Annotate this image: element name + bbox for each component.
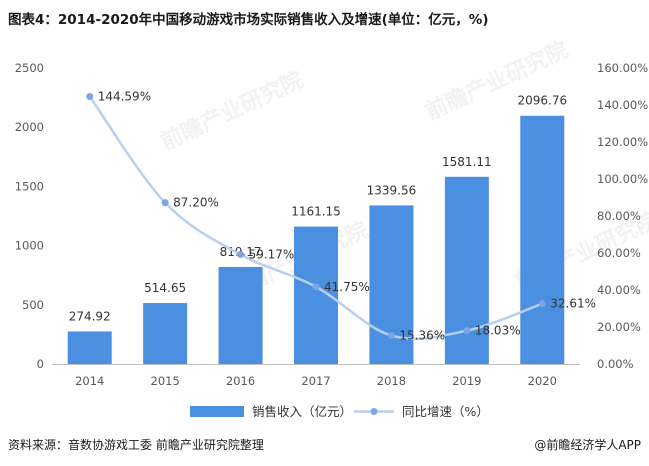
y-right-tick-label: 80.00% bbox=[597, 209, 641, 223]
y-right-tick-label: 100.00% bbox=[597, 172, 648, 186]
bar-value-label-2019: 1581.11 bbox=[442, 155, 492, 169]
bar-value-label-2017: 1161.15 bbox=[291, 205, 341, 219]
y-left-tick-label: 1500 bbox=[15, 179, 44, 193]
growth-rate-label-2017: 41.75% bbox=[324, 280, 370, 294]
bar-value-label-2014: 274.92 bbox=[69, 309, 111, 323]
y-right-tick-label: 160.00% bbox=[597, 61, 648, 75]
legend-label-line: 同比增速（%） bbox=[402, 404, 489, 419]
growth-rate-point-2018 bbox=[387, 332, 395, 340]
x-tick-label: 2016 bbox=[226, 374, 255, 388]
y-right-tick-label: 140.00% bbox=[597, 98, 648, 112]
growth-rate-label-2018: 15.36% bbox=[399, 329, 445, 343]
x-tick-label: 2019 bbox=[452, 374, 481, 388]
y-right-tick-label: 120.00% bbox=[597, 135, 648, 149]
growth-rate-label-2016: 59.17% bbox=[249, 248, 295, 262]
growth-rate-point-2016 bbox=[237, 251, 245, 259]
chart-title: 图表4：2014-2020年中国移动游戏市场实际销售收入及增速(单位：亿元，%) bbox=[8, 12, 489, 28]
growth-rate-point-2017 bbox=[312, 283, 320, 291]
bar-value-label-2018: 1339.56 bbox=[367, 183, 417, 197]
y-right-tick-label: 0.00% bbox=[597, 357, 634, 371]
y-left-tick-label: 0 bbox=[37, 357, 44, 371]
y-left-tick-label: 2000 bbox=[15, 120, 44, 134]
bar-value-label-2015: 514.65 bbox=[144, 281, 186, 295]
source-note: 资料来源：音数协游戏工委 前瞻产业研究院整理 bbox=[8, 438, 264, 452]
y-left-tick-label: 2500 bbox=[15, 61, 44, 75]
bar-2014 bbox=[67, 331, 112, 364]
growth-rate-point-2014 bbox=[86, 93, 94, 101]
growth-rate-label-2020: 32.61% bbox=[550, 297, 596, 311]
x-tick-label: 2014 bbox=[75, 374, 104, 388]
y-right-tick-label: 40.00% bbox=[597, 283, 641, 297]
growth-rate-point-2015 bbox=[161, 199, 169, 207]
watermark-text-1: 前瞻产业研究院 bbox=[422, 37, 573, 126]
bar-2015 bbox=[143, 303, 188, 364]
y-right-tick-label: 20.00% bbox=[597, 320, 641, 334]
watermark-text-0: 前瞻产业研究院 bbox=[157, 67, 308, 156]
legend-swatch-marker bbox=[370, 408, 378, 415]
growth-rate-point-2020 bbox=[538, 300, 546, 308]
y-right-tick-label: 60.00% bbox=[597, 246, 641, 260]
growth-rate-label-2019: 18.03% bbox=[475, 324, 521, 338]
x-tick-label: 2017 bbox=[301, 374, 330, 388]
x-tick-label: 2015 bbox=[151, 374, 180, 388]
x-tick-label: 2020 bbox=[528, 374, 557, 388]
legend-swatch-bars bbox=[190, 406, 244, 417]
legend-label-bars: 销售收入（亿元） bbox=[252, 404, 352, 419]
growth-rate-label-2015: 87.20% bbox=[173, 196, 219, 210]
bar-value-label-2020: 2096.76 bbox=[517, 94, 567, 108]
growth-rate-label-2014: 144.59% bbox=[98, 90, 151, 104]
x-tick-label: 2018 bbox=[377, 374, 406, 388]
brand-credit: @前瞻经济学人APP bbox=[534, 438, 641, 452]
y-left-tick-label: 1000 bbox=[15, 239, 44, 253]
bar-2020 bbox=[520, 115, 565, 364]
growth-rate-point-2019 bbox=[463, 327, 471, 335]
y-left-tick-label: 500 bbox=[22, 298, 44, 312]
bar-2016 bbox=[218, 267, 263, 364]
